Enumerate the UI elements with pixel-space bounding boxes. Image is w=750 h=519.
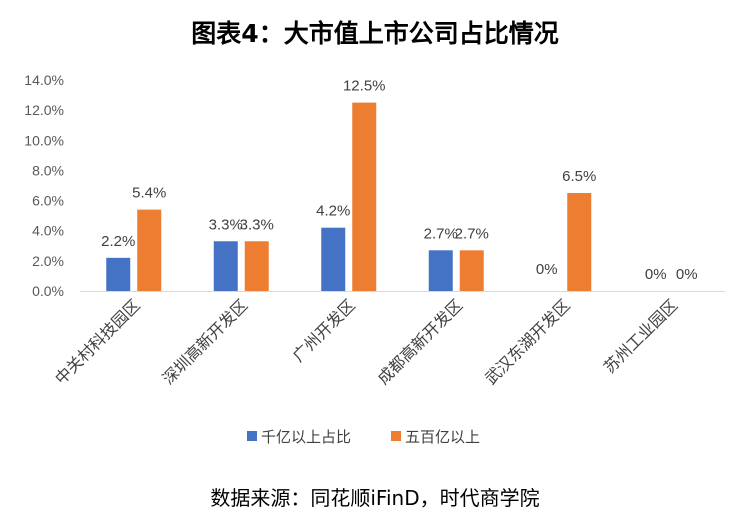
category-labels: 中关村科技园区 深圳高新开发区 广州开发区 成都高新开发区 武汉东湖开发区 苏州工业园区 [51,296,681,389]
bar [321,227,346,291]
bars [106,102,592,291]
y-tick-label: 4.0% [32,223,64,239]
bar [567,193,592,291]
bar [244,241,269,291]
data-label: 5.4% [132,185,166,202]
legend-swatch [247,431,257,441]
category-label: 深圳高新开发区 [159,296,252,389]
category-label: 武汉东湖开发区 [481,296,574,389]
category-label: 广州开发区 [289,296,359,366]
y-tick-label: 12.0% [24,102,64,118]
chart-title: 图表4：大市值上市公司占比情况 [191,19,559,48]
y-tick-label: 8.0% [32,162,64,178]
data-label: 2.2% [101,233,135,250]
category-label: 苏州工业园区 [600,296,681,377]
data-label: 2.7% [455,225,489,242]
legend: 千亿以上占比 五百亿以上 [247,428,480,446]
y-tick-label: 6.0% [32,193,64,209]
category-label: 中关村科技园区 [51,296,144,389]
data-label-zero: 0% [536,261,558,278]
y-axis: 0.0% 2.0% 4.0% 6.0% 8.0% 10.0% 12.0% 14.0% [24,72,64,299]
data-label: 12.5% [343,78,386,95]
data-label: 6.5% [562,168,596,185]
y-tick-label: 2.0% [32,253,64,269]
data-label: 0% [645,266,667,283]
y-tick-label: 10.0% [24,132,64,148]
legend-label: 千亿以上占比 [261,428,351,446]
data-label: 2.7% [424,225,458,242]
legend-label: 五百亿以上 [405,428,480,446]
data-label: 3.3% [209,216,243,233]
y-tick-label: 14.0% [24,72,64,88]
data-labels: 2.2% 3.3% 4.2% 2.7% 0% 5.4% 3.3% 12.5% 2.7% 6.5% 0… [101,78,697,283]
bar [459,250,484,291]
bar [428,250,453,291]
category-label: 成都高新开发区 [374,296,467,389]
legend-swatch [391,431,401,441]
bar [213,241,238,291]
source-note: 数据来源：同花顺iFinD，时代商学院 [210,486,540,510]
data-label: 3.3% [240,216,274,233]
data-label: 0% [676,266,698,283]
y-tick-label: 0.0% [32,283,64,299]
bar [137,209,162,291]
bar [106,257,131,291]
data-label: 4.2% [316,203,350,220]
bar [352,102,377,291]
